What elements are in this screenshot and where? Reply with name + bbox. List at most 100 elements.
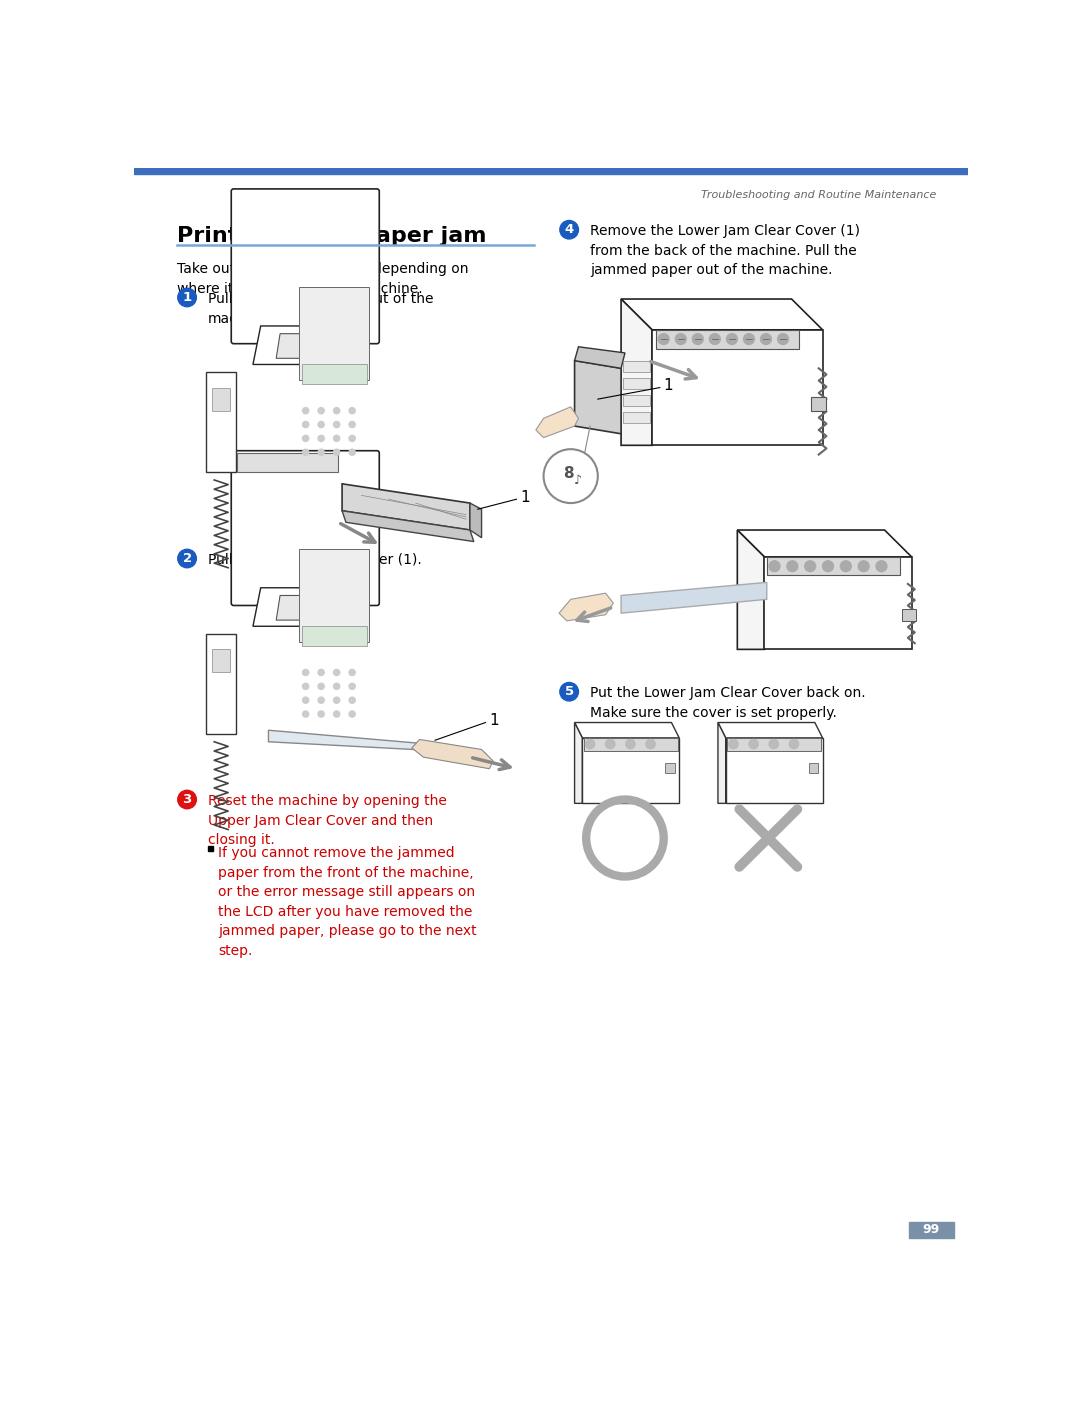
Polygon shape: [269, 730, 486, 754]
Polygon shape: [574, 723, 583, 803]
Circle shape: [729, 740, 739, 748]
Polygon shape: [726, 738, 822, 803]
Circle shape: [318, 698, 325, 703]
Polygon shape: [584, 738, 677, 751]
Circle shape: [318, 670, 325, 675]
Polygon shape: [621, 298, 653, 446]
Circle shape: [349, 450, 355, 455]
Bar: [622, 361, 649, 373]
Circle shape: [318, 436, 325, 441]
Circle shape: [302, 450, 309, 455]
Text: Take out the jammed paper depending on
where it is jammed in the machine.: Take out the jammed paper depending on w…: [177, 262, 469, 296]
Text: 3: 3: [183, 793, 191, 806]
Text: 99: 99: [922, 1223, 940, 1237]
Circle shape: [302, 436, 309, 441]
Polygon shape: [559, 593, 614, 621]
Circle shape: [675, 333, 686, 345]
Polygon shape: [342, 511, 474, 542]
Circle shape: [841, 560, 851, 572]
Circle shape: [302, 698, 309, 703]
Circle shape: [744, 333, 755, 345]
Circle shape: [177, 790, 197, 808]
Text: If you cannot remove the jammed
paper from the front of the machine,
or the erro: If you cannot remove the jammed paper fr…: [218, 846, 476, 958]
Polygon shape: [253, 588, 369, 626]
Polygon shape: [621, 298, 822, 329]
Bar: [302, 364, 367, 384]
Polygon shape: [206, 373, 235, 472]
Bar: [300, 287, 369, 380]
Circle shape: [333, 684, 340, 689]
Polygon shape: [412, 740, 493, 769]
Polygon shape: [253, 326, 369, 364]
Text: 8: 8: [563, 465, 574, 481]
Text: 1: 1: [183, 291, 191, 304]
Polygon shape: [574, 723, 679, 738]
Text: 2: 2: [183, 552, 191, 565]
Circle shape: [560, 220, 578, 240]
Circle shape: [349, 710, 355, 717]
Circle shape: [789, 740, 799, 748]
Text: 1: 1: [520, 490, 530, 506]
Polygon shape: [653, 329, 822, 446]
Circle shape: [626, 740, 635, 748]
Polygon shape: [574, 360, 621, 434]
Polygon shape: [276, 595, 342, 621]
Polygon shape: [583, 738, 679, 803]
Circle shape: [787, 560, 798, 572]
Circle shape: [302, 684, 309, 689]
Bar: [134, 168, 968, 174]
Circle shape: [822, 560, 833, 572]
Polygon shape: [737, 530, 912, 558]
Polygon shape: [737, 530, 764, 650]
Polygon shape: [574, 347, 625, 368]
Circle shape: [318, 684, 325, 689]
Bar: [212, 388, 230, 410]
Bar: [622, 395, 649, 406]
Polygon shape: [656, 329, 800, 349]
Text: 5: 5: [564, 685, 574, 698]
Polygon shape: [766, 558, 900, 574]
Text: 4: 4: [564, 223, 574, 237]
Circle shape: [333, 710, 340, 717]
Circle shape: [769, 560, 780, 572]
Bar: [300, 549, 369, 642]
Circle shape: [710, 333, 720, 345]
Text: Printer jam or paper jam: Printer jam or paper jam: [177, 226, 487, 247]
Circle shape: [302, 408, 309, 413]
Polygon shape: [718, 723, 822, 738]
Text: Put the Lower Jam Clear Cover back on.
Make sure the cover is set properly.: Put the Lower Jam Clear Cover back on. M…: [590, 686, 865, 720]
Text: 1: 1: [489, 713, 499, 729]
Circle shape: [586, 740, 594, 748]
Circle shape: [333, 698, 340, 703]
Circle shape: [333, 670, 340, 675]
Text: ♪: ♪: [574, 474, 582, 486]
Circle shape: [646, 740, 655, 748]
Text: 1: 1: [663, 378, 673, 392]
Circle shape: [727, 333, 737, 345]
Circle shape: [777, 333, 788, 345]
Circle shape: [302, 670, 309, 675]
Circle shape: [769, 740, 778, 748]
Polygon shape: [276, 333, 342, 359]
Polygon shape: [728, 738, 821, 751]
Text: Pull the paper tray (1) out of the
machine.: Pull the paper tray (1) out of the machi…: [207, 291, 433, 325]
Bar: [808, 764, 818, 772]
Circle shape: [749, 740, 758, 748]
Circle shape: [302, 710, 309, 717]
Bar: [908, 1222, 954, 1237]
Circle shape: [349, 670, 355, 675]
Bar: [665, 764, 674, 772]
Circle shape: [333, 450, 340, 455]
Circle shape: [349, 408, 355, 413]
Bar: [622, 412, 649, 423]
Circle shape: [658, 333, 669, 345]
Polygon shape: [718, 723, 726, 803]
Text: Reset the machine by opening the
Upper Jam Clear Cover and then
closing it.: Reset the machine by opening the Upper J…: [207, 794, 447, 848]
Text: Pull out the jammed paper (1).: Pull out the jammed paper (1).: [207, 553, 421, 567]
Circle shape: [333, 422, 340, 427]
Circle shape: [318, 710, 325, 717]
Polygon shape: [470, 503, 482, 538]
Circle shape: [805, 560, 816, 572]
Circle shape: [560, 682, 578, 700]
Circle shape: [349, 436, 355, 441]
